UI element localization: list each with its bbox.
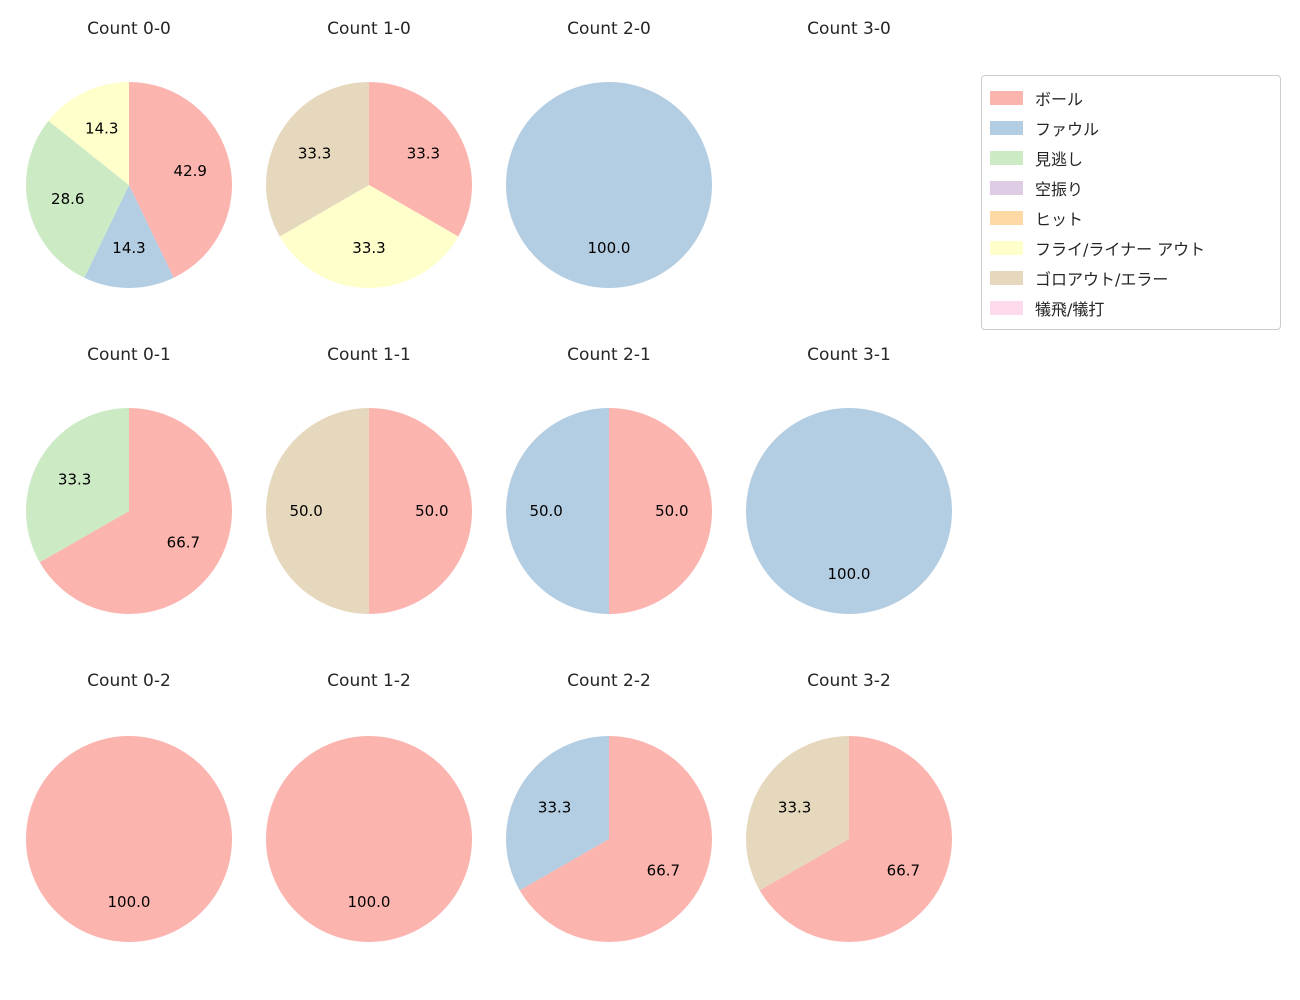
pie-slice-percentage: 50.0 xyxy=(655,502,688,520)
pie-slice-count-0-0 xyxy=(25,120,130,278)
pie-chart-count-1-0: 33.3 33.3 33.3 xyxy=(266,82,472,288)
legend-label: ヒット xyxy=(1035,209,1084,229)
legend-swatch-icon xyxy=(990,300,1023,315)
pie-slice-count-2-0 xyxy=(506,82,712,288)
legend-label: ファウル xyxy=(1035,119,1100,139)
legend-label: ボール xyxy=(1035,89,1084,109)
pie-slice-count-0-0 xyxy=(129,82,233,278)
pie-slice-count-0-1 xyxy=(39,408,233,614)
legend-label: ゴロアウト/エラー xyxy=(1035,269,1169,289)
pie-slice-count-1-0 xyxy=(266,82,369,237)
legend-swatch-icon xyxy=(990,210,1023,225)
pie-slice-percentage: 50.0 xyxy=(289,502,322,520)
pie-slice-percentage: 33.3 xyxy=(407,145,440,163)
pie-chart-count-0-2: 100.0 xyxy=(26,736,232,942)
pie-slice-percentage: 100.0 xyxy=(828,565,871,583)
legend-item: 犠飛/犠打 xyxy=(990,296,1272,319)
pie-slice-count-0-1 xyxy=(26,408,130,563)
legend-item: ヒット xyxy=(990,206,1272,229)
pie-slice-count-1-2 xyxy=(266,736,472,942)
pie-slice-percentage: 50.0 xyxy=(529,502,562,520)
pie-title-count-2-0: Count 2-0 xyxy=(567,19,651,39)
legend-item: ファウル xyxy=(990,116,1272,139)
pie-chart-count-1-1: 50.0 50.0 xyxy=(266,408,472,614)
pie-slice-count-2-1 xyxy=(609,408,712,614)
pie-slice-count-0-0 xyxy=(48,82,129,185)
legend-swatch-icon xyxy=(990,120,1023,135)
pie-slice-percentage: 42.9 xyxy=(174,162,207,180)
pie-chart-count-0-1: 66.7 33.3 xyxy=(26,408,233,614)
legend-item: 見逃し xyxy=(990,146,1272,169)
pie-slice-percentage: 14.3 xyxy=(112,239,145,257)
chart-legend: ボールファウル見逃し空振りヒットフライ/ライナー アウト ゴロアウト/エラー 犠飛/… xyxy=(981,75,1281,330)
pie-slice-percentage: 66.7 xyxy=(647,861,680,879)
pie-slice-count-2-2 xyxy=(506,736,609,891)
legend-swatch-icon xyxy=(990,240,1023,255)
pie-chart-count-2-1: 50.0 50.0 xyxy=(506,408,712,614)
pie-chart-count-3-1: 100.0 xyxy=(746,408,952,614)
legend-item: ボール xyxy=(990,86,1272,109)
pie-title-count-1-1: Count 1-1 xyxy=(327,345,411,365)
pie-title-count-0-2: Count 0-2 xyxy=(87,671,171,691)
pie-slice-percentage: 100.0 xyxy=(108,893,151,911)
pie-slice-percentage: 14.3 xyxy=(85,119,118,137)
legend-label: 空振り xyxy=(1035,179,1084,199)
pie-slice-percentage: 50.0 xyxy=(415,502,448,520)
legend-swatch-icon xyxy=(990,180,1023,195)
pie-chart-count-0-0: 42.9 14.3 28.6 14.3 xyxy=(25,82,233,289)
pie-slice-count-1-1 xyxy=(266,408,369,614)
pie-slice-count-3-1 xyxy=(746,408,952,614)
pie-title-count-0-0: Count 0-0 xyxy=(87,19,171,39)
pie-slice-count-2-2 xyxy=(519,736,713,942)
pie-slice-percentage: 33.3 xyxy=(352,239,385,257)
legend-item: 空振り xyxy=(990,176,1272,199)
pie-slice-count-0-0 xyxy=(84,185,174,289)
pie-chart-count-1-2: 100.0 xyxy=(266,736,472,942)
pie-title-count-0-1: Count 0-1 xyxy=(87,345,171,365)
pie-slice-percentage: 100.0 xyxy=(348,893,391,911)
legend-swatch-icon xyxy=(990,270,1023,285)
pie-title-count-2-2: Count 2-2 xyxy=(567,671,651,691)
pie-title-count-2-1: Count 2-1 xyxy=(567,345,651,365)
pie-slice-count-3-2 xyxy=(759,736,953,942)
pie-slice-percentage: 28.6 xyxy=(51,190,84,208)
pie-slice-percentage: 33.3 xyxy=(58,471,91,489)
pie-slice-percentage: 33.3 xyxy=(778,799,811,817)
pie-slice-count-1-0 xyxy=(279,185,459,288)
pie-title-count-1-2: Count 1-2 xyxy=(327,671,411,691)
pie-title-count-3-2: Count 3-2 xyxy=(807,671,891,691)
pie-slice-count-1-0 xyxy=(369,82,472,237)
legend-label: 犠飛/犠打 xyxy=(1035,299,1105,319)
pie-slice-percentage: 66.7 xyxy=(167,533,200,551)
pie-title-count-1-0: Count 1-0 xyxy=(327,19,411,39)
pie-chart-count-3-2: 66.7 33.3 xyxy=(746,736,953,942)
pie-title-count-3-1: Count 3-1 xyxy=(807,345,891,365)
legend-label: 見逃し xyxy=(1035,149,1084,169)
pie-slice-count-1-1 xyxy=(369,408,472,614)
legend-item: フライ/ライナー アウト xyxy=(990,236,1272,259)
pie-slice-count-0-2 xyxy=(26,736,232,942)
pie-slice-percentage: 100.0 xyxy=(588,239,631,257)
pie-slice-percentage: 33.3 xyxy=(538,799,571,817)
pie-chart-count-2-2: 66.7 33.3 xyxy=(506,736,713,942)
pie-chart-count-2-0: 100.0 xyxy=(506,82,712,288)
legend-swatch-icon xyxy=(990,90,1023,105)
legend-item: ゴロアウト/エラー xyxy=(990,266,1272,289)
pie-slice-percentage: 66.7 xyxy=(887,861,920,879)
legend-label: フライ/ライナー アウト xyxy=(1035,239,1206,259)
pie-slice-count-2-1 xyxy=(506,408,609,614)
pie-slice-count-3-2 xyxy=(746,736,849,891)
pie-title-count-3-0: Count 3-0 xyxy=(807,19,891,39)
legend-swatch-icon xyxy=(990,150,1023,165)
pie-slice-percentage: 33.3 xyxy=(298,145,331,163)
